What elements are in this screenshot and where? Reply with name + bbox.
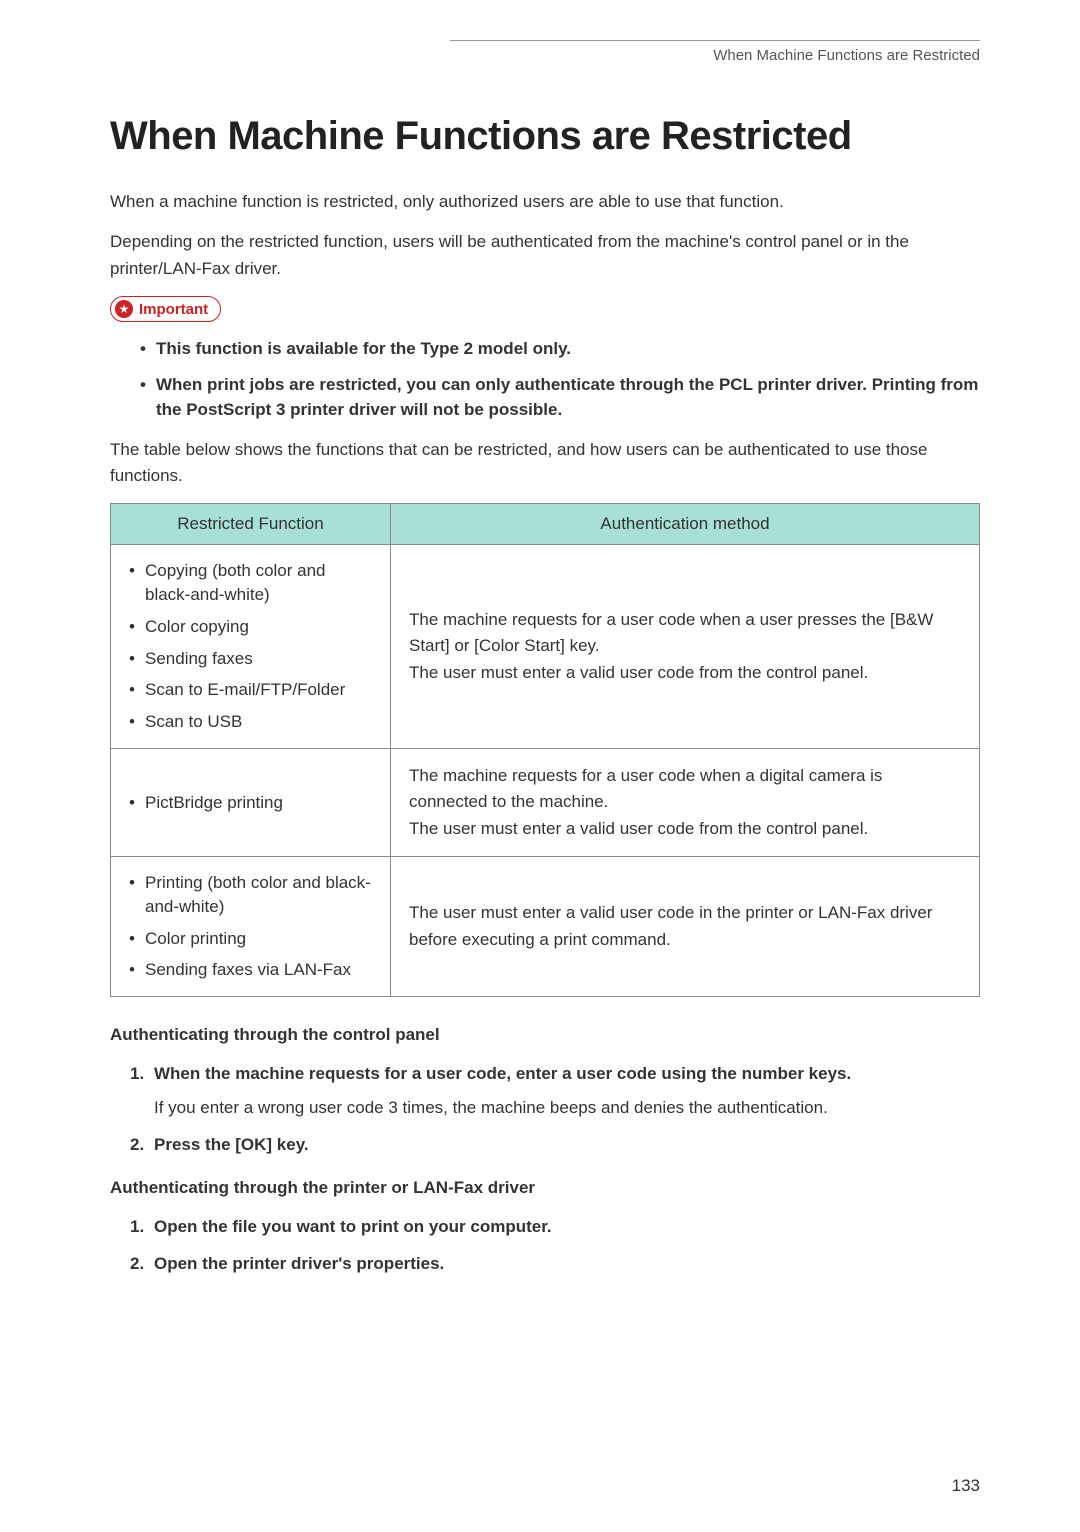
control-panel-steps: 1. When the machine requests for a user … xyxy=(110,1061,980,1158)
important-item: This function is available for the Type … xyxy=(140,336,980,362)
method-cell: The machine requests for a user code whe… xyxy=(391,749,980,857)
step-subtext: If you enter a wrong user code 3 times, … xyxy=(154,1095,980,1121)
step-text: Open the file you want to print on your … xyxy=(154,1217,552,1236)
step-number: 2. xyxy=(130,1251,144,1277)
important-list: This function is available for the Type … xyxy=(110,336,980,423)
function-item: Sending faxes via LAN-Fax xyxy=(129,958,372,982)
function-list: Copying (both color and black-and-white)… xyxy=(129,559,372,734)
step-text: When the machine requests for a user cod… xyxy=(154,1064,851,1083)
method-line: The machine requests for a user code whe… xyxy=(409,763,961,816)
function-item: Scan to USB xyxy=(129,710,372,734)
function-item: Color copying xyxy=(129,615,372,639)
table-header-method: Authentication method xyxy=(391,504,980,545)
step-number: 2. xyxy=(130,1132,144,1158)
step-item: 1. When the machine requests for a user … xyxy=(130,1061,980,1120)
page-number: 133 xyxy=(952,1476,980,1496)
method-cell: The user must enter a valid user code in… xyxy=(391,857,980,997)
intro-paragraph-2: Depending on the restricted function, us… xyxy=(110,229,980,282)
table-row: Copying (both color and black-and-white)… xyxy=(111,545,980,749)
step-text: Open the printer driver's properties. xyxy=(154,1254,444,1273)
method-line: The machine requests for a user code whe… xyxy=(409,607,961,660)
intro-paragraph-1: When a machine function is restricted, o… xyxy=(110,189,980,215)
restriction-table: Restricted Function Authentication metho… xyxy=(110,503,980,997)
step-text: Press the [OK] key. xyxy=(154,1135,309,1154)
method-line: The user must enter a valid user code fr… xyxy=(409,660,961,686)
step-item: 2. Press the [OK] key. xyxy=(130,1132,980,1158)
table-row: PictBridge printing The machine requests… xyxy=(111,749,980,857)
header-divider xyxy=(450,40,980,41)
section-heading-control-panel: Authenticating through the control panel xyxy=(110,1025,980,1045)
method-cell: The machine requests for a user code whe… xyxy=(391,545,980,749)
section-heading-driver: Authenticating through the printer or LA… xyxy=(110,1178,980,1198)
table-row: Printing (both color and black-and-white… xyxy=(111,857,980,997)
function-list: PictBridge printing xyxy=(129,791,372,815)
method-line: The user must enter a valid user code fr… xyxy=(409,816,961,842)
table-intro: The table below shows the functions that… xyxy=(110,437,980,490)
method-line: The user must enter a valid user code in… xyxy=(409,900,961,953)
step-number: 1. xyxy=(130,1061,144,1087)
function-item: Copying (both color and black-and-white) xyxy=(129,559,372,607)
important-item: When print jobs are restricted, you can … xyxy=(140,372,980,423)
function-item: Scan to E-mail/FTP/Folder xyxy=(129,678,372,702)
table-header-function: Restricted Function xyxy=(111,504,391,545)
step-number: 1. xyxy=(130,1214,144,1240)
page-title: When Machine Functions are Restricted xyxy=(110,114,980,159)
function-list: Printing (both color and black-and-white… xyxy=(129,871,372,982)
important-label: Important xyxy=(139,301,208,318)
function-item: PictBridge printing xyxy=(129,791,372,815)
function-item: Color printing xyxy=(129,927,372,951)
running-head: When Machine Functions are Restricted xyxy=(110,47,980,64)
driver-steps: 1. Open the file you want to print on yo… xyxy=(110,1214,980,1277)
step-item: 1. Open the file you want to print on yo… xyxy=(130,1214,980,1240)
important-badge: ★ Important xyxy=(110,296,221,322)
step-item: 2. Open the printer driver's properties. xyxy=(130,1251,980,1277)
function-item: Sending faxes xyxy=(129,647,372,671)
function-item: Printing (both color and black-and-white… xyxy=(129,871,372,919)
star-icon: ★ xyxy=(115,300,133,318)
